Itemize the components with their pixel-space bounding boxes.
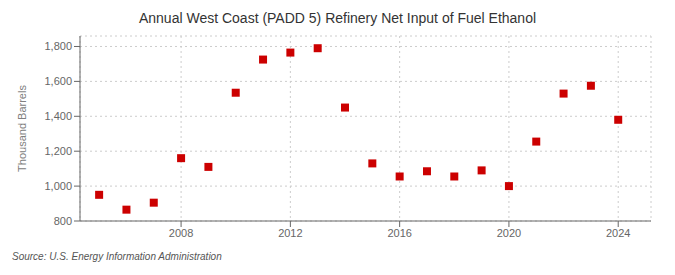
svg-text:2016: 2016 bbox=[387, 227, 411, 239]
svg-text:Thousand Barrels: Thousand Barrels bbox=[16, 85, 28, 172]
svg-text:1,000: 1,000 bbox=[44, 180, 72, 192]
svg-text:2008: 2008 bbox=[169, 227, 193, 239]
svg-text:2024: 2024 bbox=[606, 227, 630, 239]
svg-text:800: 800 bbox=[54, 215, 72, 227]
svg-text:1,400: 1,400 bbox=[44, 110, 72, 122]
html-text:Source: U.S. Energy Informatio: Source: U.S. Energy Information Administ… bbox=[12, 251, 222, 262]
svg-text:1,200: 1,200 bbox=[44, 145, 72, 157]
svg-text:1,600: 1,600 bbox=[44, 75, 72, 87]
svg-text:2020: 2020 bbox=[497, 227, 521, 239]
svg-text:2012: 2012 bbox=[278, 227, 302, 239]
html-text:Annual West Coast (PADD 5) Ref: Annual West Coast (PADD 5) Refinery Net … bbox=[138, 10, 537, 26]
svg-text:1,800: 1,800 bbox=[44, 40, 72, 52]
